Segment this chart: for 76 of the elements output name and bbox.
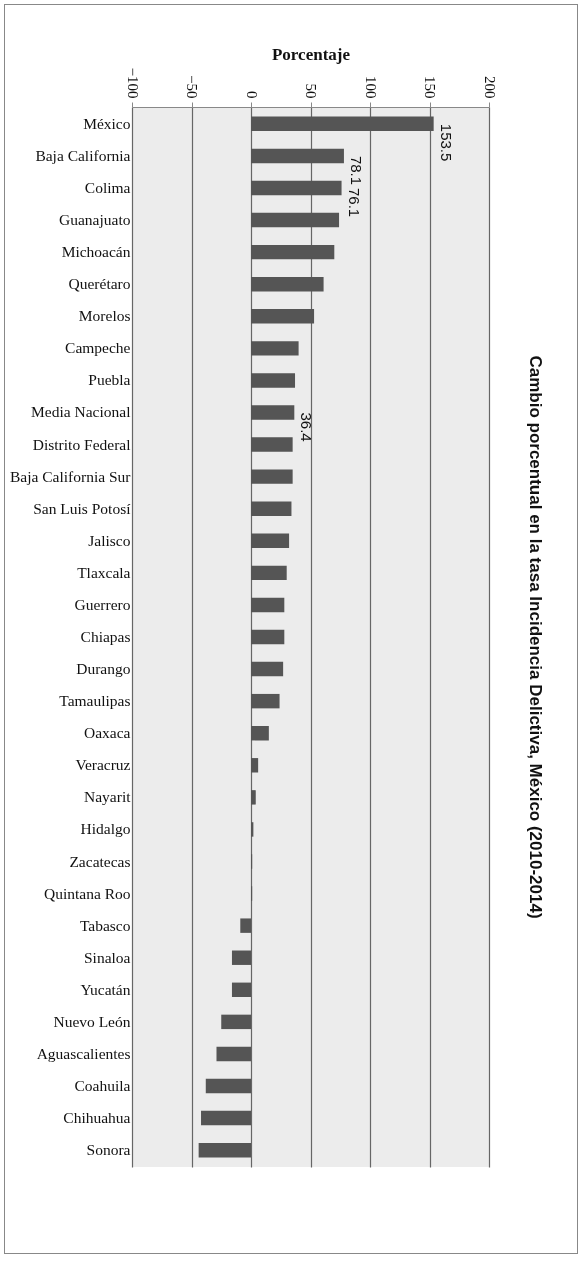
bar <box>251 309 315 324</box>
y-tick-label: Media Nacional <box>31 403 131 421</box>
y-tick-label: Tamaulipas <box>59 692 131 710</box>
y-tick-label: Chihuahua <box>63 1109 131 1127</box>
x-tick-label: −100 <box>124 67 141 99</box>
x-tick-label: 0 <box>243 91 260 99</box>
y-tick-label: Baja California Sur <box>9 467 132 485</box>
bar <box>240 918 251 933</box>
y-tick-label: San Luis Potosí <box>33 499 132 517</box>
bar <box>251 276 324 292</box>
x-tick-label: −50 <box>184 75 200 99</box>
bar <box>216 1046 251 1062</box>
y-tick-label: Aguascalientes <box>36 1044 131 1062</box>
bar <box>251 116 434 132</box>
bar <box>251 437 293 452</box>
y-tick-label: Sonora <box>86 1141 131 1159</box>
bar <box>251 373 296 388</box>
bar <box>251 533 290 548</box>
y-tick-label: Chiapas <box>80 628 131 645</box>
bar <box>251 341 299 356</box>
bar <box>251 244 335 260</box>
text: Cambio porcentual en la tasa Incidencia Delictiva, México (2010-2014) <box>526 355 545 919</box>
bar <box>251 180 342 196</box>
bar <box>251 790 256 805</box>
y-tick-label: Hidalgo <box>80 820 131 838</box>
y-tick-label: Guanajuato <box>59 211 131 229</box>
y-tick-label: Sinaloa <box>84 948 131 966</box>
y-tick-label: Veracruz <box>75 756 131 774</box>
y-tick-label: México <box>83 114 131 132</box>
y-tick-label: Michoacán <box>61 243 131 261</box>
bar <box>251 661 284 677</box>
y-tick-label: Querétaro <box>68 275 131 293</box>
data-label: 78.1 <box>347 155 365 186</box>
bar <box>251 148 344 164</box>
y-tick-label: Quintana Roo <box>43 884 131 902</box>
data-label: 153.5 <box>437 123 455 162</box>
y-tick-label: Guerrero <box>74 595 131 613</box>
y-tick-label: Distrito Federal <box>32 435 131 453</box>
bar <box>201 1110 251 1126</box>
bar <box>251 726 269 741</box>
x-axis-title: Porcentaje <box>271 44 351 64</box>
y-tick-label: Coahuila <box>74 1077 131 1095</box>
bar <box>198 1142 251 1158</box>
y-tick-label: Jalisco <box>88 531 131 549</box>
bar <box>251 565 287 581</box>
y-tick-label: Puebla <box>88 371 131 389</box>
y-tick-label: Nuevo León <box>53 1012 131 1030</box>
bar <box>251 758 259 773</box>
x-tick-label: 100 <box>362 76 379 99</box>
bar <box>251 597 285 613</box>
bar <box>251 693 280 709</box>
bar <box>205 1078 251 1094</box>
x-tick-label: 150 <box>422 76 438 99</box>
y-tick-label: Campeche <box>65 339 131 357</box>
y-tick-label: Tabasco <box>79 916 131 934</box>
x-tick-label: 200 <box>481 76 498 99</box>
x-tick-label: 50 <box>303 83 319 99</box>
bar <box>231 982 251 998</box>
bar <box>231 950 251 965</box>
y-tick-label: Morelos <box>78 307 131 325</box>
bar <box>221 1014 251 1030</box>
bar <box>251 629 285 645</box>
y-tick-label: Baja California <box>35 146 131 164</box>
data-label: 36.4 <box>298 412 316 442</box>
y-tick-label: Oaxaca <box>84 724 131 742</box>
bar <box>251 405 295 420</box>
bar <box>251 469 293 484</box>
y-tick-label: Zacatecas <box>69 852 131 870</box>
bar <box>251 501 292 516</box>
y-tick-label: Nayarit <box>84 788 132 806</box>
y-tick-label: Durango <box>76 660 131 678</box>
y-tick-label: Tlaxcala <box>77 563 131 581</box>
bar <box>251 212 340 228</box>
data-label: 76.1 <box>345 187 363 218</box>
y-tick-label: Yucatán <box>80 980 131 998</box>
y-tick-label: Colima <box>84 178 131 196</box>
